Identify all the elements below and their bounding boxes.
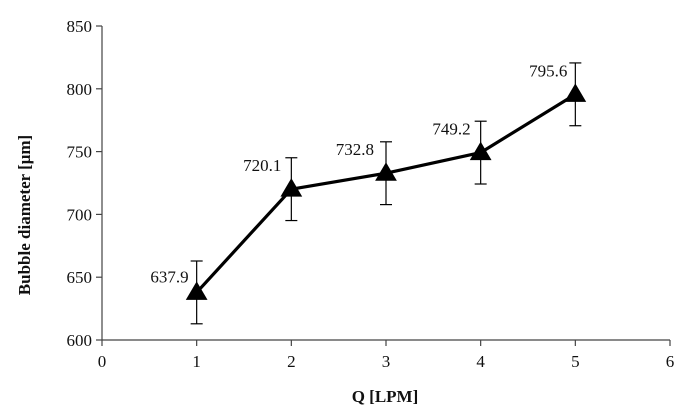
y-tick-label: 600 bbox=[67, 331, 93, 350]
x-tick-label: 2 bbox=[287, 352, 296, 371]
data-point-marker bbox=[564, 83, 587, 102]
data-point-marker bbox=[469, 141, 492, 161]
x-tick-label: 4 bbox=[476, 352, 485, 371]
y-tick-label: 750 bbox=[67, 143, 93, 162]
data-label: 637.9 bbox=[150, 267, 188, 286]
x-tick-label: 1 bbox=[192, 352, 201, 371]
data-point-marker bbox=[375, 162, 397, 181]
x-tick-label: 5 bbox=[571, 352, 580, 371]
x-tick-label: 0 bbox=[98, 352, 107, 371]
data-point-marker bbox=[280, 178, 303, 197]
y-tick-label: 650 bbox=[67, 268, 93, 287]
data-label: 795.6 bbox=[529, 61, 567, 80]
y-axis: 600 650 700 750 800 850 bbox=[67, 17, 103, 350]
x-axis-title: Q [LPM] bbox=[352, 387, 419, 406]
x-tick-label: 3 bbox=[382, 352, 391, 371]
x-tick-label: 6 bbox=[666, 352, 675, 371]
plot-area: 637.9 720.1 732.8 749.2 795.6 bbox=[150, 61, 587, 325]
y-tick-label: 800 bbox=[67, 80, 93, 99]
data-label: 720.1 bbox=[243, 156, 281, 175]
data-point-marker bbox=[185, 281, 208, 300]
data-label: 749.2 bbox=[432, 120, 470, 139]
y-axis-title: Bubble diameter [μm] bbox=[15, 135, 34, 295]
x-axis: 0 1 2 3 4 5 6 bbox=[98, 339, 675, 371]
y-tick-label: 700 bbox=[67, 205, 93, 224]
y-tick-label: 850 bbox=[67, 17, 93, 36]
data-label: 732.8 bbox=[336, 140, 374, 159]
